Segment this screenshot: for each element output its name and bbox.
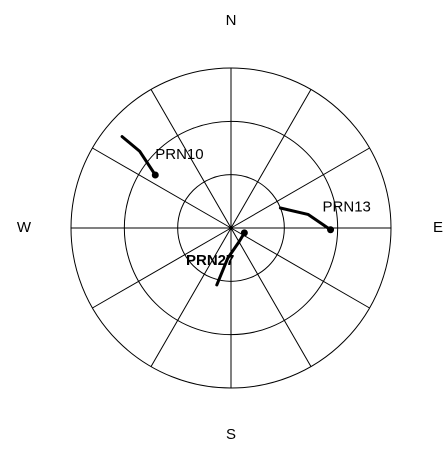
satellite-position: [151, 171, 159, 179]
satellite-label: PRN10: [155, 146, 203, 163]
azimuth-spoke: [230, 227, 312, 367]
satellite-label: PRN27: [186, 252, 234, 269]
azimuth-spoke: [92, 227, 232, 309]
azimuth-spoke: [92, 147, 232, 229]
satellite-position: [240, 229, 248, 237]
direction-label: S: [226, 426, 236, 443]
satellite-position: [327, 226, 335, 234]
satellite-label: PRN13: [323, 199, 371, 216]
satellite-track: [278, 206, 332, 232]
azimuth-spoke: [230, 89, 312, 229]
satellite-track: [215, 231, 246, 287]
azimuth-spoke: [230, 227, 370, 309]
satellite-track: [120, 135, 157, 177]
azimuth-spoke: [150, 227, 232, 367]
direction-label: E: [433, 219, 443, 236]
azimuth-spoke: [150, 89, 232, 229]
direction-label: W: [17, 219, 32, 236]
azimuth-spoke: [230, 147, 370, 229]
direction-label: N: [226, 12, 237, 29]
